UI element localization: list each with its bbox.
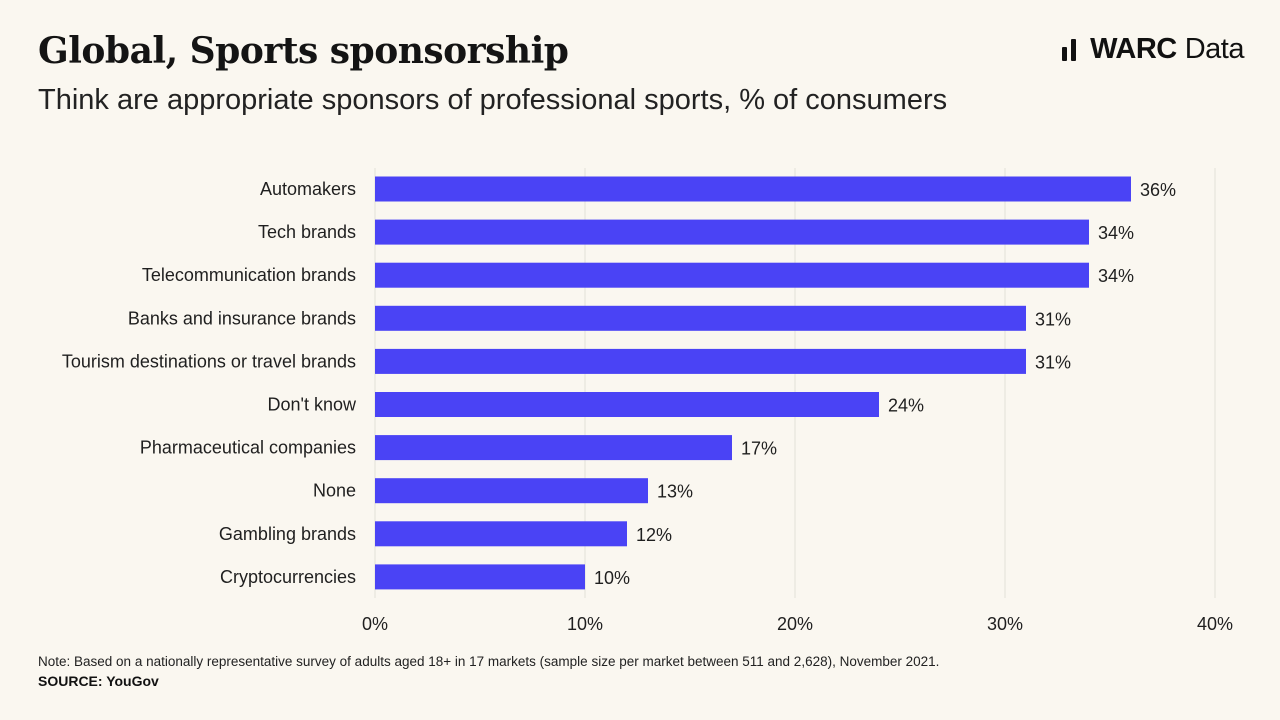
value-label: 17%: [741, 439, 777, 459]
bar: [375, 262, 1089, 288]
bar: [375, 435, 732, 461]
x-tick-label: 0%: [362, 614, 388, 634]
bar: [375, 392, 879, 417]
bar: [375, 521, 627, 547]
bar: [375, 348, 1026, 374]
footnote: Note: Based on a nationally representati…: [38, 654, 940, 669]
value-label: 34%: [1098, 223, 1134, 243]
value-label: 10%: [594, 568, 630, 588]
bar: [375, 305, 1026, 331]
chart-title: Global, Sports sponsorship: [38, 30, 569, 72]
x-tick-label: 10%: [567, 614, 603, 634]
x-tick-label: 30%: [987, 614, 1023, 634]
value-label: 34%: [1098, 266, 1134, 286]
value-label: 24%: [888, 396, 924, 416]
bar: [375, 176, 1131, 202]
category-label: Tourism destinations or travel brands: [62, 351, 356, 371]
bar: [375, 478, 648, 504]
logo-brand-text: WARC: [1090, 32, 1177, 65]
category-label: None: [313, 481, 356, 501]
category-label: Pharmaceutical companies: [140, 438, 356, 458]
category-label: Don't know: [268, 395, 357, 415]
category-label: Banks and insurance brands: [128, 308, 356, 328]
x-tick-label: 40%: [1197, 614, 1233, 634]
bar: [375, 219, 1089, 245]
category-label: Cryptocurrencies: [220, 567, 356, 587]
chart-subtitle: Think are appropriate sponsors of profes…: [38, 84, 948, 116]
warc-data-logo: WARC Data: [1062, 32, 1245, 65]
warc-logo-icon: [1062, 37, 1077, 61]
value-label: 31%: [1035, 352, 1071, 372]
value-label: 36%: [1140, 180, 1176, 200]
category-label: Telecommunication brands: [142, 265, 356, 285]
value-label: 12%: [636, 525, 672, 545]
logo-suffix-text: Data: [1184, 32, 1245, 65]
value-label: 13%: [657, 482, 693, 502]
category-label: Tech brands: [258, 222, 356, 242]
value-label: 31%: [1035, 309, 1071, 329]
bar: [375, 564, 585, 590]
category-label: Gambling brands: [219, 524, 356, 544]
source-note: SOURCE: YouGov: [38, 673, 159, 689]
x-tick-label: 20%: [777, 614, 813, 634]
category-label: Automakers: [260, 179, 356, 199]
